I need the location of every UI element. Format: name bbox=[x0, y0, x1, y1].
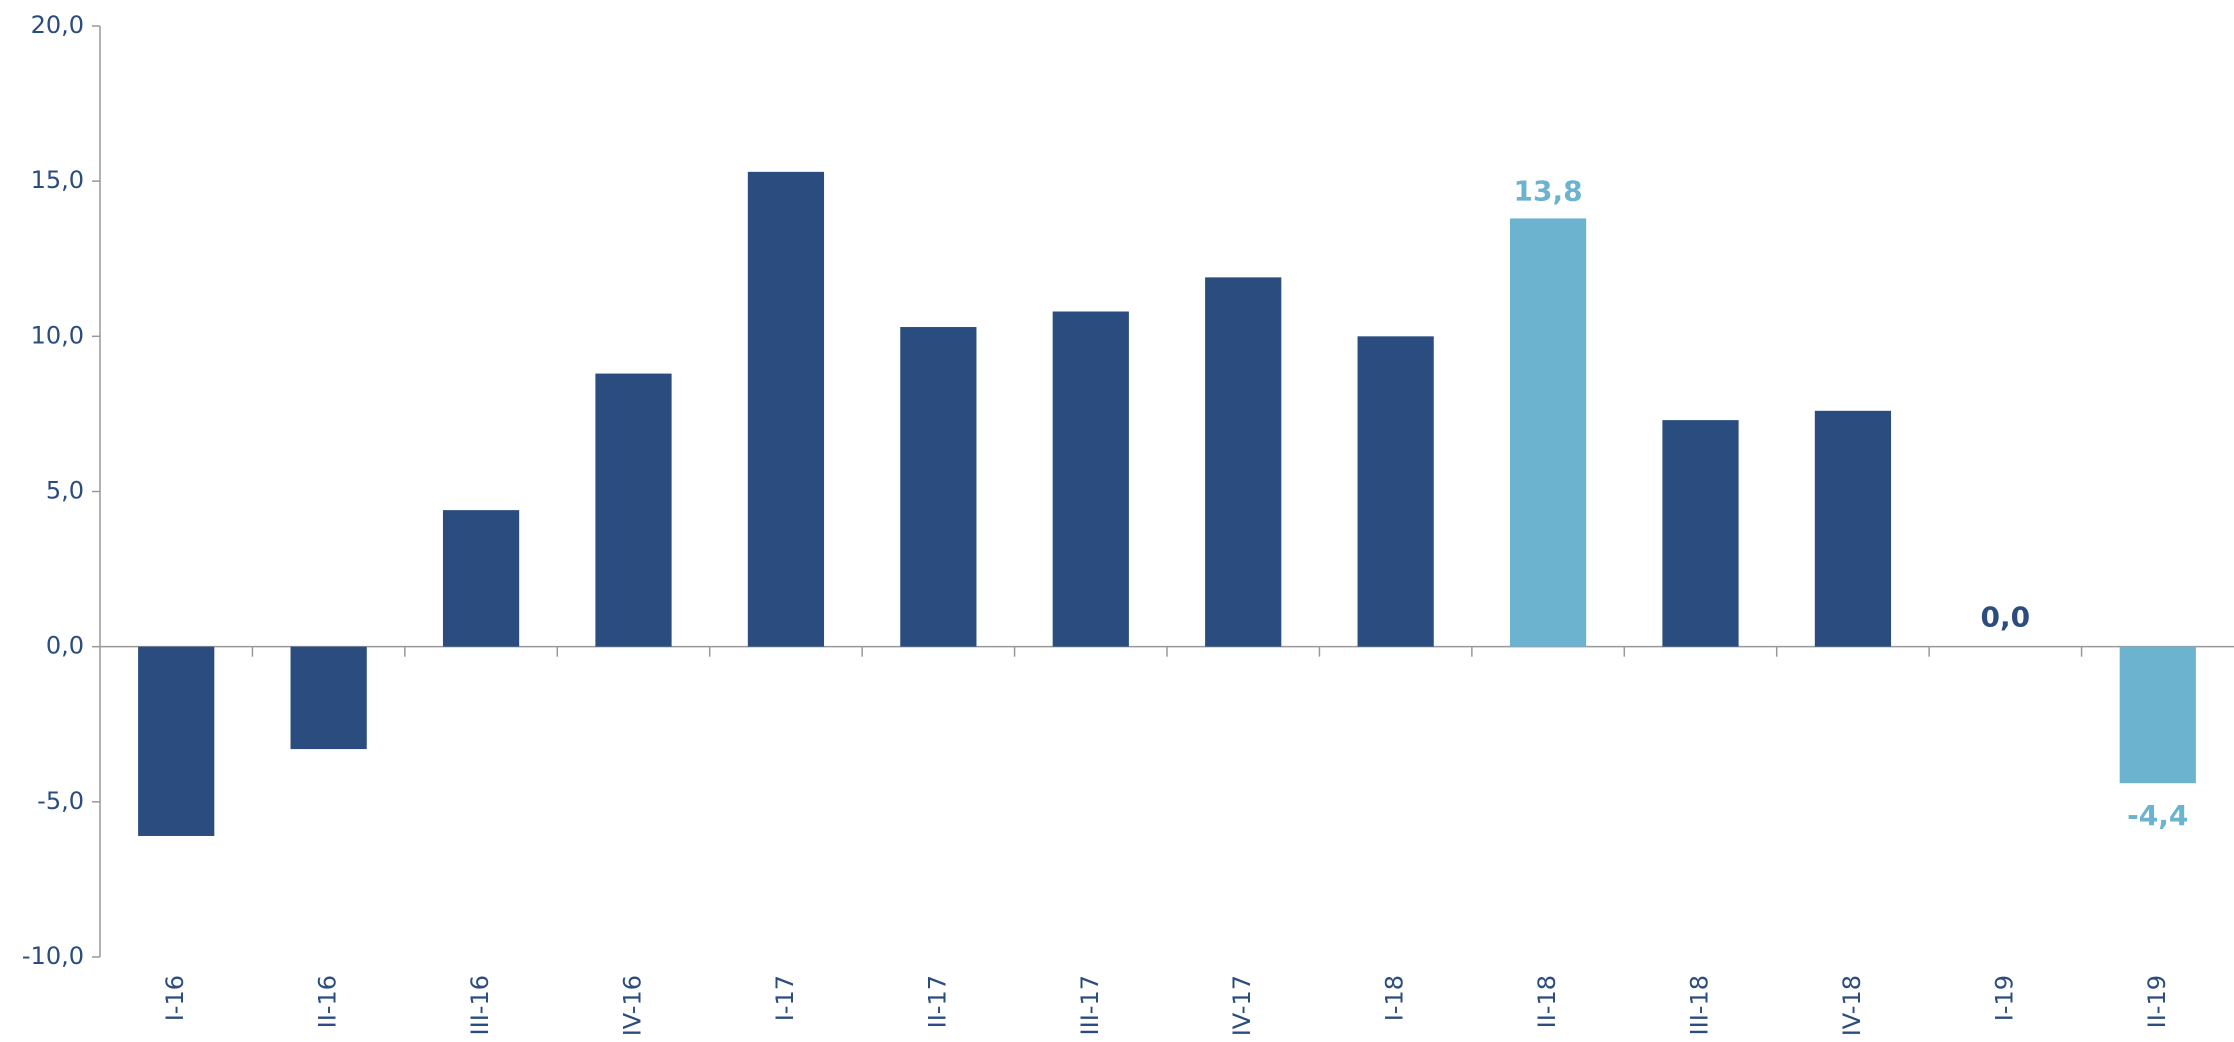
y-tick-label: 5,0 bbox=[46, 477, 84, 505]
y-tick-label: 10,0 bbox=[31, 321, 84, 349]
y-tick-label: 20,0 bbox=[31, 11, 84, 39]
x-tick-label: IV-16 bbox=[619, 975, 647, 1036]
x-tick-label: II-19 bbox=[2143, 975, 2171, 1028]
bar bbox=[442, 510, 520, 647]
y-tick-label: 15,0 bbox=[31, 166, 84, 194]
bar bbox=[1205, 277, 1282, 647]
bar bbox=[1509, 218, 1587, 647]
x-tick-label: I-16 bbox=[161, 975, 189, 1021]
bar bbox=[747, 171, 825, 647]
x-tick-label: II-17 bbox=[923, 975, 951, 1028]
x-tick-label: I-19 bbox=[1990, 975, 2018, 1021]
bar bbox=[2119, 646, 2196, 784]
x-tick-label: III-18 bbox=[1686, 975, 1714, 1035]
bar bbox=[1357, 336, 1434, 647]
value-label: 13,8 bbox=[1514, 174, 1583, 207]
bar bbox=[1052, 311, 1129, 647]
x-tick-label: I-18 bbox=[1381, 975, 1409, 1021]
bar bbox=[138, 646, 215, 836]
x-tick-label: IV-18 bbox=[1838, 975, 1866, 1036]
x-tick-label: II-18 bbox=[1533, 975, 1561, 1028]
y-tick-label: -5,0 bbox=[37, 787, 84, 815]
x-tick-label: II-16 bbox=[314, 975, 342, 1028]
bar bbox=[1814, 410, 1892, 647]
bar bbox=[1662, 420, 1739, 647]
x-tick-label: I-17 bbox=[771, 975, 799, 1021]
x-tick-label: III-16 bbox=[466, 975, 494, 1035]
y-tick-label: -10,0 bbox=[22, 942, 84, 970]
bar bbox=[900, 327, 977, 647]
bar bbox=[595, 373, 672, 647]
value-label: -4,4 bbox=[2127, 799, 2188, 832]
bar bbox=[290, 646, 367, 750]
x-tick-label: III-17 bbox=[1076, 975, 1104, 1035]
y-tick-label: 0,0 bbox=[46, 632, 84, 660]
x-tick-label: IV-17 bbox=[1228, 975, 1256, 1036]
value-label: 0,0 bbox=[1981, 601, 2031, 634]
